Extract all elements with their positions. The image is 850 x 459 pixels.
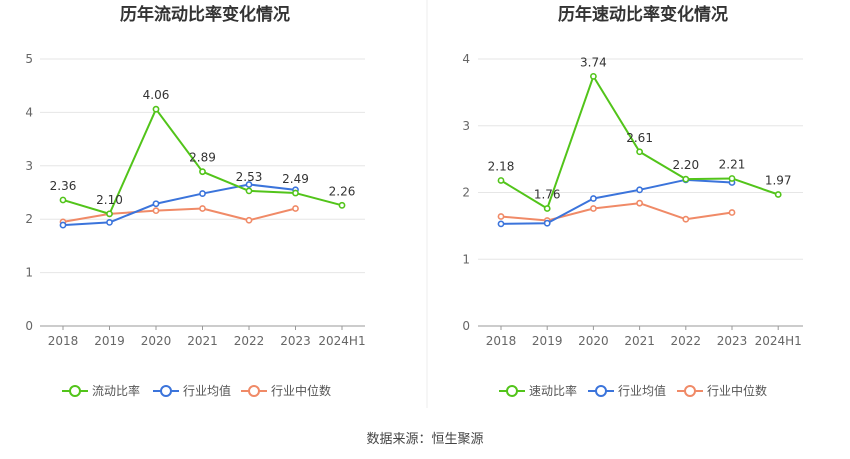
data-point-median — [245, 216, 253, 224]
x-tick-label: 2023 — [280, 334, 311, 348]
legend-marker-circle — [69, 385, 81, 397]
data-point-avg — [590, 195, 597, 202]
legend-marker-circle — [595, 385, 607, 397]
y-tick-label: 1 — [462, 252, 470, 266]
source-text: 数据来源：恒生聚源 — [366, 432, 483, 447]
data-point-avg — [636, 186, 643, 194]
data-label: 2.36 — [50, 179, 77, 193]
x-tick-label: 2024H1 — [318, 334, 365, 348]
series-line-median — [62, 207, 296, 223]
data-label: 3.74 — [580, 55, 607, 69]
x-tick-label: 2022 — [234, 334, 265, 348]
data-label: 2.89 — [189, 151, 216, 165]
data-label: 1.97 — [765, 174, 792, 188]
data-point-median — [152, 207, 160, 215]
data-point-main — [106, 210, 113, 218]
legend-label: 流动比率 — [92, 383, 140, 398]
data-point-median — [728, 209, 736, 216]
y-tick-label: 0 — [462, 319, 470, 333]
x-tick-label: 2021 — [624, 334, 655, 348]
legend-marker-circle — [248, 385, 260, 397]
data-label: 2.53 — [236, 170, 263, 184]
data-point-avg — [59, 221, 67, 229]
data-point-main — [338, 201, 346, 209]
data-label: 2.10 — [96, 193, 123, 207]
x-tick-label: 2018 — [48, 334, 79, 348]
y-tick-label: 3 — [462, 119, 470, 133]
y-tick-label: 0 — [25, 319, 33, 333]
data-label: 2.18 — [488, 159, 515, 173]
data-point-median — [497, 213, 505, 220]
legend-label: 速动比率 — [529, 383, 577, 398]
data-point-median — [292, 205, 299, 212]
left-chart-panel: 历年流动比率变化情况 0 1 2 3 4 5 2018 2019 2020 2021 2022 2023… — [25, 4, 365, 398]
y-tick-label: 3 — [25, 159, 33, 173]
data-point-main — [497, 177, 505, 184]
data-point-avg — [152, 200, 160, 208]
data-point-avg — [543, 219, 551, 227]
x-tick-label: 2021 — [187, 334, 218, 348]
y-tick-label: 1 — [25, 266, 33, 280]
legend-label: 行业均值 — [618, 383, 666, 398]
data-point-main — [728, 175, 736, 182]
data-label: 2.26 — [329, 184, 356, 198]
data-point-median — [682, 215, 690, 223]
data-point-main — [774, 191, 782, 198]
data-point-median — [590, 205, 597, 212]
data-point-main — [636, 148, 643, 156]
data-point-main — [292, 189, 299, 197]
x-tick-label: 2018 — [486, 334, 517, 348]
y-tick-label: 5 — [25, 52, 33, 66]
legend-marker-circle — [684, 385, 696, 397]
chart-title: 历年流动比率变化情况 — [120, 4, 290, 25]
legend-label: 行业中位数 — [271, 383, 331, 398]
x-tick-label: 2024H1 — [755, 334, 802, 348]
data-point-main — [152, 105, 160, 113]
y-tick-label: 4 — [462, 52, 470, 66]
data-point-median — [636, 199, 643, 207]
y-tick-label: 2 — [25, 212, 33, 226]
data-point-main — [245, 187, 253, 195]
data-point-avg — [497, 220, 505, 228]
series-line-median — [500, 202, 733, 222]
series-line-avg — [62, 183, 296, 227]
x-tick-label: 2022 — [671, 334, 702, 348]
legend-marker-circle — [506, 385, 518, 397]
data-point-main — [199, 168, 206, 176]
series-line-avg — [500, 178, 733, 225]
chart-title: 历年速动比率变化情况 — [558, 4, 728, 25]
data-point-main — [682, 175, 690, 183]
data-label: 2.49 — [282, 172, 309, 186]
right-chart-panel: 历年速动比率变化情况 0 1 2 3 4 2018 2019 2020 2021 2022 2023 2… — [462, 4, 803, 398]
y-tick-label: 2 — [462, 186, 470, 200]
data-label: 2.20 — [672, 158, 699, 172]
legend-label: 行业中位数 — [707, 383, 767, 398]
data-label: 2.21 — [719, 157, 746, 171]
data-point-avg — [199, 190, 206, 197]
data-point-median — [199, 205, 206, 212]
y-tick-label: 4 — [25, 105, 33, 119]
data-point-main — [543, 205, 551, 212]
data-point-main — [590, 72, 597, 80]
data-label: 4.06 — [143, 88, 170, 102]
x-tick-label: 2019 — [532, 334, 563, 348]
x-tick-label: 2023 — [717, 334, 748, 348]
x-tick-label: 2020 — [578, 334, 609, 348]
x-tick-label: 2020 — [141, 334, 172, 348]
data-point-main — [59, 196, 67, 204]
data-label: 1.76 — [534, 188, 561, 202]
data-point-avg — [106, 219, 113, 226]
legend-marker-circle — [160, 385, 172, 397]
data-label: 2.61 — [626, 131, 653, 145]
x-tick-label: 2019 — [94, 334, 125, 348]
legend-label: 行业均值 — [183, 383, 231, 398]
data-point-avg — [245, 181, 253, 188]
